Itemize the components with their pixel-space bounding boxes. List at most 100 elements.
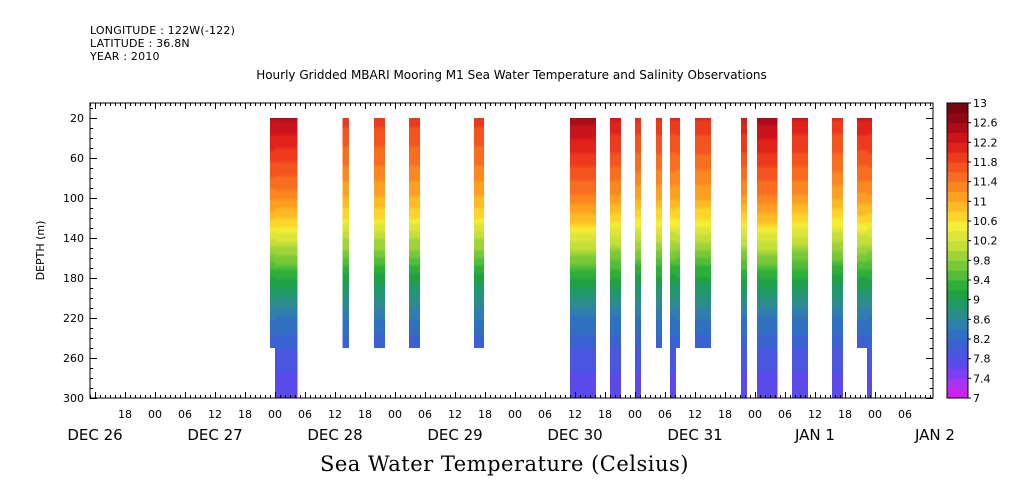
y-tick-label: 100: [63, 192, 84, 205]
colorbar-label: 12.2: [973, 136, 998, 149]
data-column: [741, 118, 747, 398]
colorbar-label: 12.6: [973, 117, 998, 130]
data-column: [570, 118, 596, 398]
colorbar-swatch: [947, 122, 968, 133]
x-day-label: DEC 30: [547, 426, 602, 444]
data-column: [409, 118, 420, 348]
y-tick-label: 260: [63, 352, 84, 365]
longitude-label: LONGITUDE : 122W(-122): [90, 24, 236, 37]
data-columns: [270, 118, 872, 398]
data-column: [474, 118, 484, 348]
x-tick-label: 12: [568, 408, 582, 421]
colorbar-swatch: [947, 319, 968, 330]
data-column: [792, 118, 808, 398]
y-tick-label: 140: [63, 232, 84, 245]
x-tick-label: 06: [898, 408, 912, 421]
x-tick-label: 00: [868, 408, 882, 421]
colorbar-swatch: [947, 191, 968, 202]
x-tick-label: 06: [658, 408, 672, 421]
colorbar-swatch: [947, 378, 968, 389]
latitude-label: LATITUDE : 36.8N: [90, 37, 190, 50]
colorbar-swatch: [947, 112, 968, 124]
data-column: [695, 118, 711, 348]
x-tick-label: 18: [238, 408, 252, 421]
colorbar-swatch: [947, 329, 968, 340]
colorbar-label: 11.8: [973, 156, 998, 169]
colorbar-swatch: [947, 201, 968, 212]
x-tick-label: 18: [838, 408, 852, 421]
x-tick-label: 06: [778, 408, 792, 421]
colorbar-frame: [946, 102, 969, 399]
colorbar-swatch: [947, 368, 968, 379]
x-tick-label: 12: [688, 408, 702, 421]
colorbar-swatch: [947, 339, 968, 350]
data-column: [656, 118, 662, 348]
x-tick-label: 12: [808, 408, 822, 421]
x-day-label: JAN 1: [794, 426, 835, 444]
colorbar-swatch: [947, 280, 968, 291]
colorbar-label: 7.8: [973, 353, 991, 366]
colorbar-label: 11.4: [973, 176, 998, 189]
colorbar-label: 10.6: [973, 215, 998, 228]
colorbar-label: 8.2: [973, 333, 991, 346]
x-tick-label: 12: [208, 408, 222, 421]
colorbar-swatch: [947, 230, 968, 242]
data-column: [832, 118, 843, 398]
colorbar-label: 7.4: [973, 372, 991, 385]
chart-title: Hourly Gridded MBARI Mooring M1 Sea Wate…: [256, 68, 767, 82]
colorbar-swatch: [947, 299, 968, 310]
x-day-label: DEC 31: [667, 426, 722, 444]
x-tick-label: 12: [448, 408, 462, 421]
x-tick-label: 18: [598, 408, 612, 421]
colorbar-label: 13: [973, 97, 987, 110]
colorbar-label: 9.8: [973, 254, 991, 267]
data-column: [670, 118, 676, 398]
axis-labels: 20 60 100 140 180 220 260 300 18 00 06 12 18 00 06 12 18…: [34, 112, 955, 444]
colorbar-swatch: [947, 270, 968, 281]
y-tick-label: 60: [70, 152, 84, 165]
colorbar-swatch: [947, 221, 968, 232]
colorbar-swatch: [947, 162, 968, 173]
x-tick-label: 00: [148, 408, 162, 421]
colorbar-label: 10.2: [973, 235, 998, 248]
data-column: [610, 118, 621, 398]
colorbar-swatch: [947, 358, 968, 369]
data-column: [635, 118, 641, 398]
colorbar-label: 7: [973, 392, 980, 405]
colorbar-label: 9: [973, 294, 980, 307]
colorbar-swatch: [947, 289, 968, 301]
colorbar-swatch: [947, 103, 968, 114]
x-tick-label: 06: [178, 408, 192, 421]
x-day-label: JAN 2: [914, 426, 955, 444]
colorbar-swatch: [947, 260, 968, 271]
colorbar-swatch: [947, 388, 968, 399]
y-tick-label: 180: [63, 272, 84, 285]
x-tick-label: 12: [328, 408, 342, 421]
colorbar: 7 7.4 7.8 8.2 8.6 9 9.4 9.8 10.2 10.6 11 11.4 11.8 12…: [946, 97, 998, 405]
x-axis-label: Sea Water Temperature (Celsius): [319, 452, 689, 476]
x-tick-label: 00: [268, 408, 282, 421]
x-tick-label: 00: [628, 408, 642, 421]
colorbar-swatch: [947, 152, 968, 163]
plot-frame: [89, 102, 934, 399]
y-tick-label: 20: [70, 112, 84, 125]
x-day-label: DEC 26: [67, 426, 122, 444]
x-tick-label: 00: [748, 408, 762, 421]
y-tick-label: 300: [63, 392, 84, 405]
data-column: [867, 118, 872, 398]
x-tick-label: 18: [118, 408, 132, 421]
x-tick-label: 06: [418, 408, 432, 421]
x-tick-label: 18: [718, 408, 732, 421]
data-column: [342, 118, 349, 348]
year-label: YEAR : 2010: [90, 50, 160, 63]
data-column: [374, 118, 385, 348]
colorbar-swatch: [947, 348, 968, 360]
data-column: [757, 118, 778, 398]
colorbar-label: 9.4: [973, 274, 991, 287]
x-day-label: DEC 28: [307, 426, 362, 444]
colorbar-label: 8.6: [973, 313, 991, 326]
x-tick-label: 00: [508, 408, 522, 421]
x-tick-label: 06: [298, 408, 312, 421]
colorbar-swatch: [947, 250, 968, 261]
